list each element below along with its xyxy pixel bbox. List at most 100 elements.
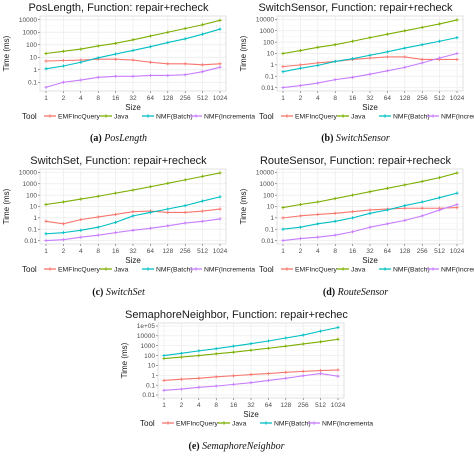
data-point-emfincquery <box>336 368 340 372</box>
data-point-nmf-batch <box>114 52 118 56</box>
data-point-java <box>368 36 372 40</box>
data-point-java <box>218 18 222 22</box>
data-point-nmf-incremental <box>351 75 355 79</box>
data-point-java <box>438 175 442 180</box>
data-point-emfincquery <box>114 212 118 217</box>
data-point-nmf-incremental <box>44 85 48 89</box>
x-axis-label: Size <box>243 410 259 419</box>
chart-title: SwitchSet, Function: repair+recheck <box>30 155 207 167</box>
data-point-java <box>44 202 48 207</box>
y-tick-label: 1 <box>33 215 37 222</box>
x-tick-label: 512 <box>315 402 326 409</box>
data-point-java <box>96 44 100 48</box>
data-point-nmf-incremental <box>333 233 337 237</box>
x-tick-label: 8 <box>333 248 337 255</box>
data-point-java <box>166 181 170 185</box>
data-point-java <box>301 342 305 346</box>
data-point-java <box>201 174 205 178</box>
data-point-java <box>403 29 407 33</box>
data-point-nmf-batch <box>131 214 135 218</box>
caption-a: (a) PosLength <box>0 133 237 144</box>
data-point-emfincquery <box>420 206 424 210</box>
chart-title: SwitchSensor, Function: repair+recheck <box>258 2 453 14</box>
legend-label-nmf-incremental: NMF(Incrementa <box>441 266 474 273</box>
x-axis-label: Size <box>362 103 378 112</box>
data-point-nmf-incremental <box>455 51 459 56</box>
data-point-nmf-batch <box>284 336 288 340</box>
y-tick-label: 10 <box>30 204 38 211</box>
data-point-emfincquery <box>96 215 100 219</box>
x-tick-label: 1 <box>281 95 285 102</box>
data-point-nmf-incremental <box>131 74 135 78</box>
data-point-nmf-incremental <box>44 238 48 243</box>
legend-label-java: Java <box>351 266 366 273</box>
chart-svg-0: PosLength, Function: repair+recheck 0.1 1 1… <box>2 2 255 121</box>
legend-title: Tool <box>22 112 37 121</box>
data-point-emfincquery <box>114 57 118 61</box>
y-axis-label: Time (ms) <box>120 342 129 378</box>
caption-tag: (c) <box>92 287 104 298</box>
data-point-nmf-incremental <box>284 376 288 380</box>
data-point-emfincquery <box>218 62 222 66</box>
x-tick-label: 256 <box>298 402 309 409</box>
data-point-java <box>385 186 389 190</box>
data-point-emfincquery <box>368 56 372 60</box>
y-tick-label: 0.1 <box>265 73 274 80</box>
legend-label-java: Java <box>114 266 129 273</box>
data-point-emfincquery <box>301 369 305 373</box>
data-point-nmf-batch <box>79 228 83 232</box>
x-tick-label: 256 <box>180 248 191 255</box>
x-tick-label: 128 <box>280 402 291 409</box>
chart-svg-2: SwitchSet, Function: repair+recheck 0.01 0… <box>2 155 255 274</box>
data-point-java <box>333 43 337 47</box>
data-point-nmf-batch <box>232 344 236 348</box>
legend-label-nmf-incremental: NMF(Incrementa <box>204 113 255 120</box>
x-tick-label: 64 <box>384 248 392 255</box>
data-point-java <box>438 22 442 26</box>
y-tick-label: 0.01 <box>261 238 274 245</box>
data-point-nmf-incremental <box>281 238 285 243</box>
data-point-nmf-batch <box>333 59 337 64</box>
caption-name: PosLength <box>104 133 147 144</box>
y-tick-label: 1e+05 <box>137 323 156 330</box>
data-point-emfincquery <box>420 57 424 62</box>
data-point-emfincquery <box>79 218 83 222</box>
data-point-java <box>114 191 118 195</box>
chart-panel-poslength: PosLength, Function: repair+recheck 0.1 1 1… <box>0 0 255 130</box>
data-point-emfincquery <box>249 372 253 377</box>
data-point-java <box>298 202 302 207</box>
y-axis-label: Time (ms) <box>2 35 11 71</box>
x-tick-label: 512 <box>434 248 445 255</box>
plot-border <box>39 168 227 245</box>
x-tick-label: 4 <box>197 402 201 409</box>
data-point-java <box>455 171 459 175</box>
x-tick-label: 8 <box>96 95 100 102</box>
data-point-nmf-incremental <box>351 230 355 234</box>
chart-svg-1: SwitchSensor, Function: repair+recheck 0.… <box>239 2 474 121</box>
y-tick-label: 0.01 <box>24 238 37 245</box>
data-point-emfincquery <box>214 375 218 379</box>
data-point-java <box>179 355 183 359</box>
data-point-java <box>148 34 152 38</box>
legend-label-emfincquery: EMFIncQuery <box>176 420 219 427</box>
data-point-nmf-incremental <box>162 388 166 392</box>
chart-svg-4: SemaphoreNeighbor, Function: repair+rech… <box>120 309 373 428</box>
data-point-java <box>201 23 205 27</box>
x-axis-label: Size <box>125 103 141 112</box>
data-point-java <box>281 51 285 56</box>
legend-label-emfincquery: EMFIncQuery <box>295 266 338 273</box>
data-point-java <box>148 185 152 189</box>
data-point-nmf-batch <box>420 200 424 204</box>
y-tick-label: 1000 <box>141 343 156 350</box>
data-point-java <box>385 32 389 36</box>
x-tick-label: 128 <box>162 248 173 255</box>
y-tick-label: 10000 <box>19 17 37 24</box>
y-tick-label: 100 <box>144 353 155 360</box>
x-tick-label: 4 <box>316 95 320 102</box>
data-point-nmf-batch <box>438 196 442 200</box>
data-point-nmf-incremental <box>298 83 302 88</box>
y-tick-label: 1000 <box>260 181 275 188</box>
data-point-nmf-incremental <box>79 235 83 239</box>
data-point-java <box>266 346 270 350</box>
data-point-nmf-incremental <box>316 81 320 85</box>
